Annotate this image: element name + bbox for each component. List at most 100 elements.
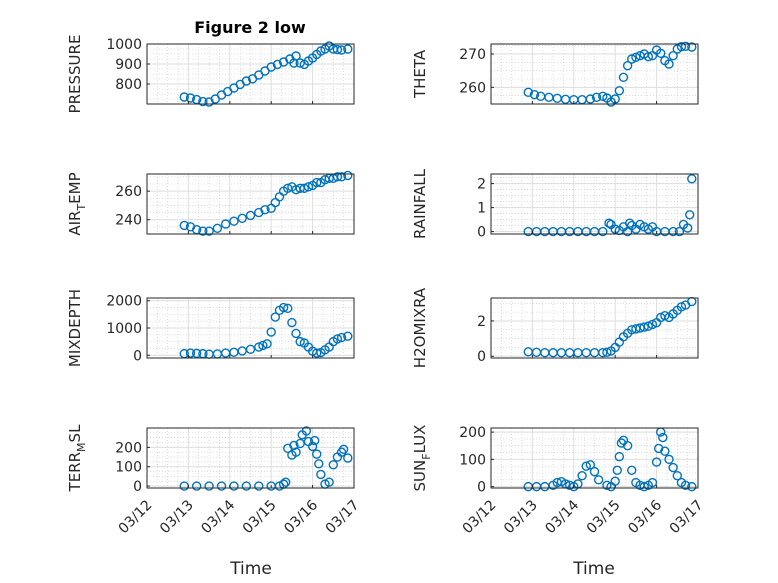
data-point	[258, 340, 268, 351]
data-point	[191, 481, 202, 491]
data-point	[312, 177, 322, 188]
y-tick-label: 200	[115, 440, 142, 456]
data-point	[639, 481, 649, 492]
axes-frame	[490, 427, 699, 489]
subplot-rainfall: 0 1 2 RAINFALL	[411, 168, 699, 241]
x-tick-label: 03/13	[157, 497, 197, 537]
data-point	[643, 51, 654, 62]
subplot-air-temp: 240 260 AIRTEMP	[66, 170, 355, 236]
data-point	[343, 453, 353, 463]
data-point	[198, 226, 208, 236]
data-point	[664, 454, 674, 465]
data-point	[260, 205, 270, 215]
data-point	[680, 480, 691, 490]
data-point	[332, 172, 343, 182]
x-axis-label-left: Time	[229, 559, 272, 579]
data-point	[622, 60, 633, 71]
data-point	[618, 72, 629, 83]
subplot-terr-msl: 0 100 200 03/12 03/13 03/14 03/15 03/16 03/17 TER…	[66, 424, 362, 537]
subplot-mixdepth: 0 1000 2000 MIXDEPTH	[66, 289, 355, 367]
data-point	[602, 480, 612, 490]
data-point	[614, 85, 625, 96]
subplot-h2omixra: 0 2 H2OMIXRA	[411, 287, 699, 368]
data-point	[299, 183, 310, 193]
y-tick-label: 200	[459, 425, 486, 441]
data-point	[241, 481, 252, 491]
data-point	[191, 348, 202, 359]
x-tick-label: 03/16	[625, 497, 665, 537]
data-point	[266, 62, 276, 72]
subplot-sun-flux: 0 100 200 03/12 03/13 03/14 03/15 03/16 03/17 SUN…	[411, 425, 706, 537]
y-axis-label: PRESSURE	[66, 35, 84, 114]
axes-frame	[490, 173, 699, 235]
x-tick-label: 03/17	[667, 497, 707, 537]
data-point	[312, 348, 322, 358]
data-point	[687, 174, 697, 184]
data-point	[343, 44, 353, 54]
data-point	[593, 475, 604, 485]
y-tick-label: 0	[133, 348, 142, 364]
data-point	[627, 465, 637, 475]
data-point	[581, 461, 591, 471]
x-tick-label: 03/15	[240, 497, 280, 537]
y-tick-label: 0	[477, 480, 486, 496]
axes-frame	[146, 427, 355, 489]
data-point	[591, 92, 602, 103]
data-point	[309, 435, 320, 446]
data-point	[254, 342, 264, 352]
data-point	[585, 94, 596, 104]
data-point	[668, 50, 678, 61]
data-point	[270, 312, 281, 322]
data-point	[343, 331, 353, 341]
data-point	[660, 446, 670, 456]
y-axis-label: TERRMSL	[66, 424, 88, 493]
y-tick-label: 0	[477, 349, 486, 365]
data-point	[336, 45, 347, 55]
data-point	[577, 471, 587, 481]
data-point	[291, 51, 301, 61]
data-point	[289, 440, 299, 451]
data-point	[612, 465, 622, 475]
data-point	[328, 460, 338, 470]
y-tick-label: 2	[477, 177, 486, 193]
data-point	[245, 344, 256, 354]
data-point	[307, 441, 318, 452]
data-point	[301, 426, 312, 436]
data-point	[674, 226, 685, 237]
x-tick-label: 03/16	[281, 497, 321, 537]
data-point	[185, 348, 196, 358]
y-tick-label: 100	[459, 452, 486, 468]
data-point	[647, 319, 658, 330]
data-point	[336, 332, 347, 343]
x-tick-label: 03/15	[584, 497, 624, 537]
x-tick-label: 03/13	[501, 497, 541, 537]
data-point	[324, 477, 334, 487]
data-point	[295, 336, 305, 347]
y-tick-label: 0	[477, 225, 486, 241]
data-point	[343, 170, 353, 181]
y-tick-label: 800	[115, 77, 142, 93]
x-tick-label: 03/12	[460, 497, 500, 537]
data-point	[631, 52, 641, 63]
data-point	[682, 223, 693, 233]
data-point	[685, 210, 695, 220]
y-tick-label: 1000	[106, 37, 142, 53]
data-point	[338, 444, 349, 454]
y-axis-label: THETA	[411, 49, 429, 99]
data-point	[241, 76, 252, 86]
data-point	[589, 466, 600, 477]
x-tick-label: 03/12	[116, 497, 156, 537]
data-point	[254, 481, 264, 491]
data-point	[676, 302, 687, 312]
subplot-pressure: 800 900 1000 PRESSURE	[66, 35, 355, 114]
data-point	[303, 182, 314, 192]
data-point	[598, 226, 608, 237]
data-point	[647, 477, 658, 488]
data-point	[639, 322, 649, 332]
figure-title: Figure 2 low	[194, 18, 306, 37]
y-axis-label: H2OMIXRA	[411, 287, 429, 368]
data-point	[658, 432, 668, 443]
y-tick-label: 260	[115, 184, 142, 200]
x-axis-label-right: Time	[572, 559, 615, 579]
